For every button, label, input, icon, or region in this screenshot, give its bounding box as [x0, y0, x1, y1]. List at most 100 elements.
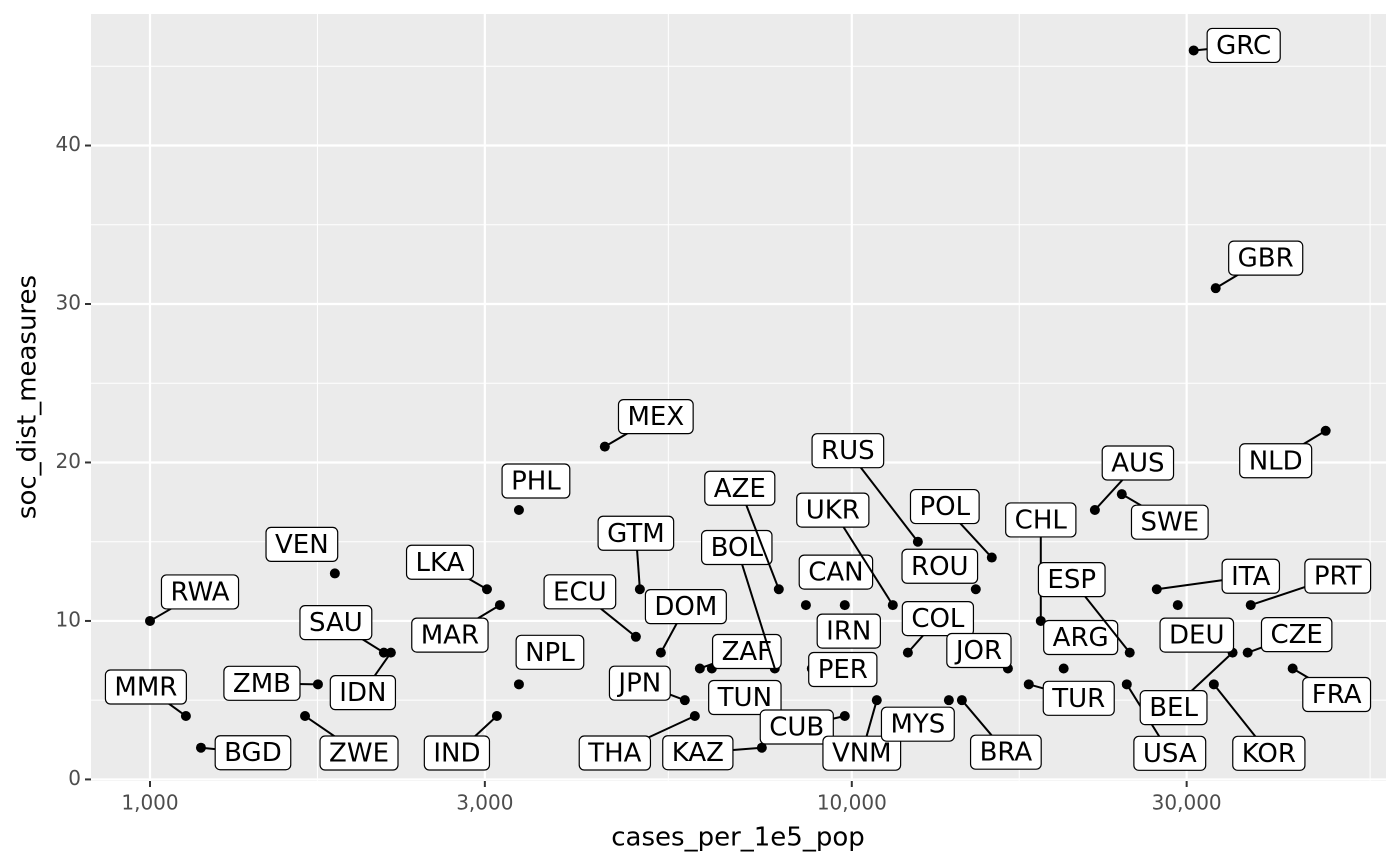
- label-text: CAN: [808, 558, 863, 588]
- point: [800, 600, 811, 611]
- point-label: RUS: [811, 433, 885, 469]
- label-text: KOR: [1242, 739, 1296, 769]
- label-box: [617, 399, 694, 435]
- label-text: USA: [1143, 739, 1197, 769]
- y-tick-label: 0: [68, 766, 81, 790]
- point-label: ECU: [543, 574, 617, 610]
- label-box: [411, 617, 489, 653]
- label-text: NLD: [1249, 446, 1303, 476]
- label-box: [880, 706, 955, 742]
- point-label: GTM: [597, 515, 675, 551]
- label-text: CHL: [1015, 505, 1068, 535]
- label-text: ROU: [911, 552, 969, 582]
- label-text: GRC: [1216, 31, 1271, 61]
- point-label: ITA: [1221, 558, 1281, 594]
- point-label: ZWE: [319, 735, 399, 771]
- label-box: [543, 574, 617, 610]
- label-box: [1042, 680, 1115, 716]
- label-box: [1037, 562, 1106, 598]
- label-text: MEX: [627, 402, 684, 432]
- point-label: GRC: [1206, 27, 1281, 64]
- label-box: [644, 589, 727, 625]
- label-box: [1159, 617, 1235, 653]
- label-segment: [735, 547, 776, 669]
- label-text: SAU: [309, 608, 363, 638]
- point-label: ZAF: [711, 633, 782, 670]
- point-label: BEL: [1139, 690, 1208, 726]
- label-box: [909, 488, 980, 525]
- point-label: IND: [423, 735, 491, 771]
- point-label: TUN: [708, 679, 782, 716]
- point-label: CHL: [1005, 502, 1077, 538]
- label-box: [704, 470, 776, 506]
- x-tick-label: 30,000: [1152, 791, 1222, 815]
- point-label: DEU: [1159, 617, 1235, 653]
- label-box: [1228, 240, 1304, 276]
- label-box: [1139, 690, 1208, 726]
- label-box: [1130, 504, 1209, 540]
- point-label: AZE: [704, 470, 776, 506]
- label-text: GTM: [607, 519, 665, 549]
- label-text: IND: [433, 739, 480, 769]
- label-box: [319, 735, 399, 771]
- label-box: [405, 544, 475, 580]
- label-text: ESP: [1047, 565, 1096, 595]
- point-label: MAR: [411, 617, 489, 653]
- point-label: ROU: [901, 548, 979, 584]
- label-box: [811, 433, 885, 469]
- label-box: [104, 669, 187, 705]
- label-box: [759, 709, 834, 745]
- label-text: COL: [911, 604, 965, 634]
- label-text: ZMB: [233, 669, 291, 699]
- label-box: [1005, 502, 1077, 538]
- label-text: THA: [587, 739, 641, 769]
- label-text: FRA: [1312, 680, 1362, 710]
- label-text: CZE: [1270, 620, 1322, 650]
- label-text: DOM: [654, 592, 717, 622]
- point-label: RWA: [160, 574, 240, 610]
- label-box: [1101, 445, 1175, 481]
- label-text: ECU: [553, 577, 607, 607]
- label-text: PHL: [511, 467, 561, 497]
- label-text: SWE: [1140, 508, 1199, 538]
- point: [970, 584, 981, 595]
- label-text: MMR: [114, 673, 177, 703]
- label-text: BOL: [711, 533, 764, 563]
- label-box: [808, 651, 878, 688]
- label-box: [946, 632, 1012, 669]
- label-box: [1260, 617, 1333, 653]
- point-label: THA: [578, 735, 652, 771]
- label-text: PER: [818, 655, 868, 685]
- label-box: [901, 548, 979, 584]
- point-label: BRA: [969, 734, 1042, 770]
- label-text: CUB: [769, 713, 824, 743]
- label-text: MAR: [421, 621, 479, 651]
- label-text: RUS: [821, 436, 875, 466]
- point-label: CAN: [798, 554, 874, 590]
- y-tick-label: 20: [56, 449, 81, 473]
- label-text: VNM: [832, 739, 892, 769]
- point: [329, 568, 340, 579]
- point-label: PHL: [501, 463, 571, 499]
- point-label: BOL: [701, 529, 773, 566]
- point-label: KAZ: [662, 735, 734, 771]
- label-box: [711, 633, 782, 670]
- point-label: LKA: [405, 544, 475, 580]
- label-box: [515, 634, 585, 670]
- label-box: [1133, 735, 1207, 771]
- label-box: [578, 735, 652, 771]
- label-box: [1232, 735, 1306, 771]
- point-label: UKR: [796, 492, 870, 528]
- label-text: LKA: [416, 548, 465, 578]
- label-box: [1239, 443, 1313, 479]
- label-box: [214, 735, 292, 771]
- point-label: FRA: [1302, 676, 1372, 713]
- point-label: VNM: [822, 735, 902, 771]
- label-box: [1304, 558, 1372, 594]
- label-text: VEN: [275, 530, 329, 560]
- label-box: [822, 735, 902, 771]
- label-text: UKR: [806, 496, 860, 526]
- label-box: [901, 601, 975, 637]
- label-box: [1302, 676, 1372, 713]
